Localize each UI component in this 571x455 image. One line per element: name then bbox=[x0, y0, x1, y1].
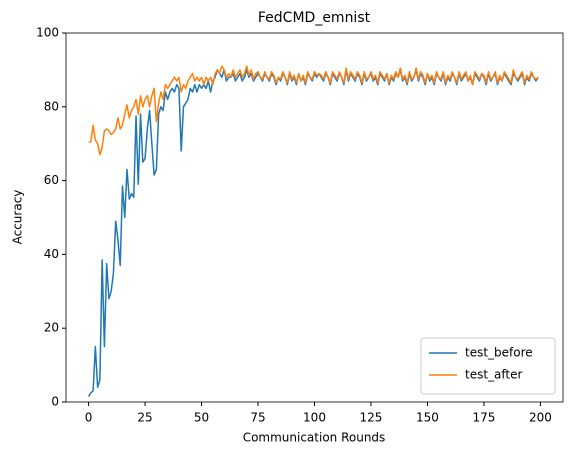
x-tick-label: 150 bbox=[416, 411, 439, 425]
y-tick-label: 100 bbox=[36, 26, 59, 40]
x-tick-label: 75 bbox=[250, 411, 265, 425]
y-tick-label: 60 bbox=[44, 173, 59, 187]
x-tick-label: 200 bbox=[529, 411, 552, 425]
y-tick-label: 0 bbox=[51, 395, 59, 409]
y-tick-label: 80 bbox=[44, 99, 59, 113]
legend-box bbox=[420, 337, 556, 395]
y-axis-label: Accuracy bbox=[11, 190, 25, 245]
x-tick-label: 175 bbox=[472, 411, 495, 425]
y-tick-label: 40 bbox=[44, 247, 59, 261]
legend-label: test_before bbox=[465, 346, 533, 360]
x-tick-label: 100 bbox=[303, 411, 326, 425]
y-tick-label: 20 bbox=[44, 321, 59, 335]
chart-title: FedCMD_emnist bbox=[258, 10, 371, 26]
x-tick-label: 0 bbox=[85, 411, 93, 425]
x-tick-label: 50 bbox=[194, 411, 209, 425]
plot-frame bbox=[65, 32, 564, 403]
series-line bbox=[88, 65, 539, 156]
x-tick-label: 125 bbox=[360, 411, 383, 425]
x-axis-label: Communication Rounds bbox=[243, 431, 386, 445]
x-tick-label: 25 bbox=[137, 411, 152, 425]
legend-label: test_after bbox=[465, 368, 523, 382]
